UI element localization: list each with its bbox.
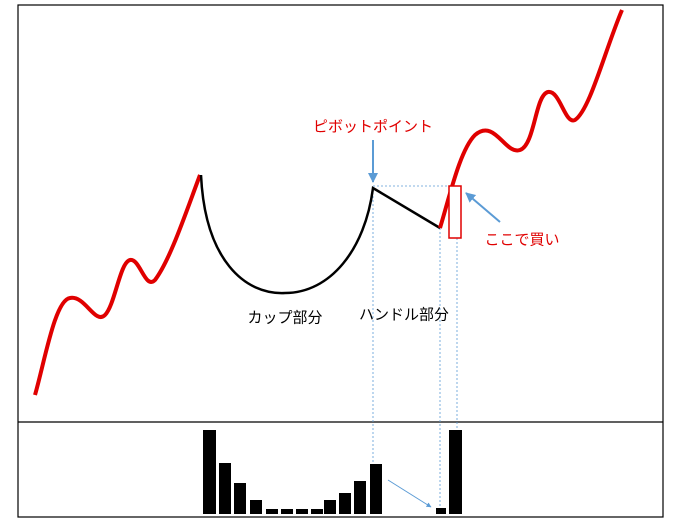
pivot-label: ピボットポイント <box>313 118 433 136</box>
arrows <box>368 140 501 223</box>
handle-label: ハンドル部分 <box>359 306 449 324</box>
guide-lines <box>372 185 458 510</box>
cup-label: カップ部分 <box>247 309 322 327</box>
volume-bars <box>203 430 462 514</box>
buy-label: ここで買い <box>484 231 559 249</box>
frame <box>17 4 664 518</box>
uptrend <box>33 174 202 396</box>
buy-box <box>448 185 462 239</box>
cup-handle <box>199 174 441 295</box>
volume-arrow <box>387 479 432 508</box>
breakout <box>438 9 624 229</box>
